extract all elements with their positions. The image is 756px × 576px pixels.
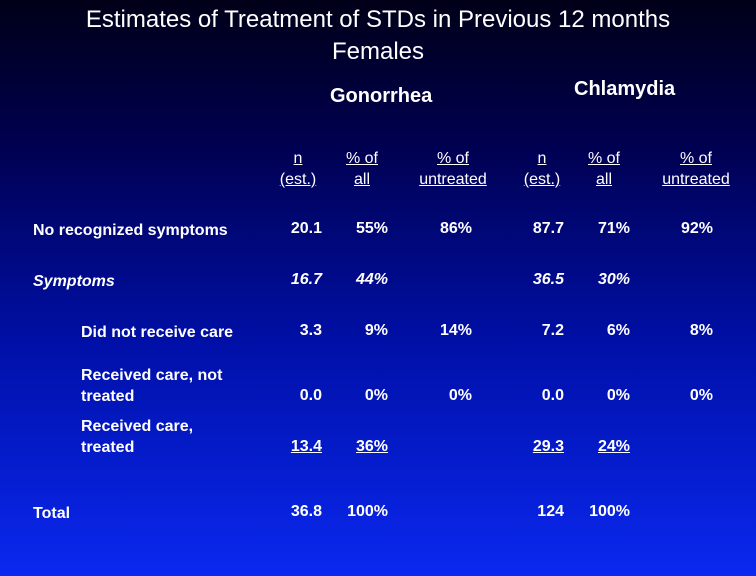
row-label-no-recognized-symptoms: No recognized symptoms: [33, 222, 228, 239]
table-cell: 7.2: [541, 322, 564, 339]
table-cell: 55%: [355, 220, 388, 237]
table-cell: 87.7: [532, 220, 564, 237]
table-cell: 44%: [355, 271, 388, 288]
row-label-received-care-not-treated: Received care, not treated: [81, 367, 223, 405]
row-label-did-not-receive-care: Did not receive care: [81, 324, 234, 341]
table-cell: 86%: [439, 220, 472, 237]
table-cell: 0%: [606, 387, 630, 404]
slide-title-line1: Estimates of Treatment of STDs in Previo…: [85, 6, 671, 33]
table-cell: 20.1: [290, 220, 322, 237]
column-header: % of untreated: [662, 150, 730, 188]
row-label-received-care-treated: Received care, treated: [81, 418, 194, 456]
table-cell: 71%: [597, 220, 630, 237]
table-cell: 29.3: [532, 438, 564, 455]
table-cell: 36.8: [290, 503, 322, 520]
table-cell: 36%: [355, 438, 388, 455]
table-cell: 8%: [689, 322, 713, 339]
table-cell: 13.4: [290, 438, 322, 455]
table-cell: 9%: [364, 322, 388, 339]
table-cell: 3.3: [299, 322, 322, 339]
table-cell: 0%: [689, 387, 713, 404]
table-cell: 0.0: [299, 387, 322, 404]
group-header-gonorrhea: Gonorrhea: [330, 85, 433, 107]
table-cell: 100%: [589, 503, 630, 520]
column-header: n (est.): [523, 150, 561, 188]
row-label-symptoms: Symptoms: [33, 273, 115, 290]
table-cell: 92%: [680, 220, 713, 237]
table-cell: 16.7: [290, 271, 322, 288]
table-cell: 24%: [597, 438, 630, 455]
table-cell: 100%: [347, 503, 388, 520]
group-header-chlamydia: Chlamydia: [574, 78, 676, 100]
table-cell: 124: [537, 503, 564, 520]
table-cell: 6%: [606, 322, 630, 339]
column-header: % of all: [345, 150, 378, 188]
column-header: % of untreated: [419, 150, 487, 188]
column-header: n (est.): [279, 150, 317, 188]
table-cell: 36.5: [532, 271, 564, 288]
table-cell: 0%: [364, 387, 388, 404]
slide-title-line2: Females: [331, 38, 425, 65]
column-header: % of all: [587, 150, 620, 188]
table-cell: 0.0: [541, 387, 564, 404]
table-cell: 0%: [448, 387, 472, 404]
row-label-total: Total: [33, 505, 71, 522]
table-cell: 14%: [439, 322, 472, 339]
table-cell: 30%: [597, 271, 630, 288]
